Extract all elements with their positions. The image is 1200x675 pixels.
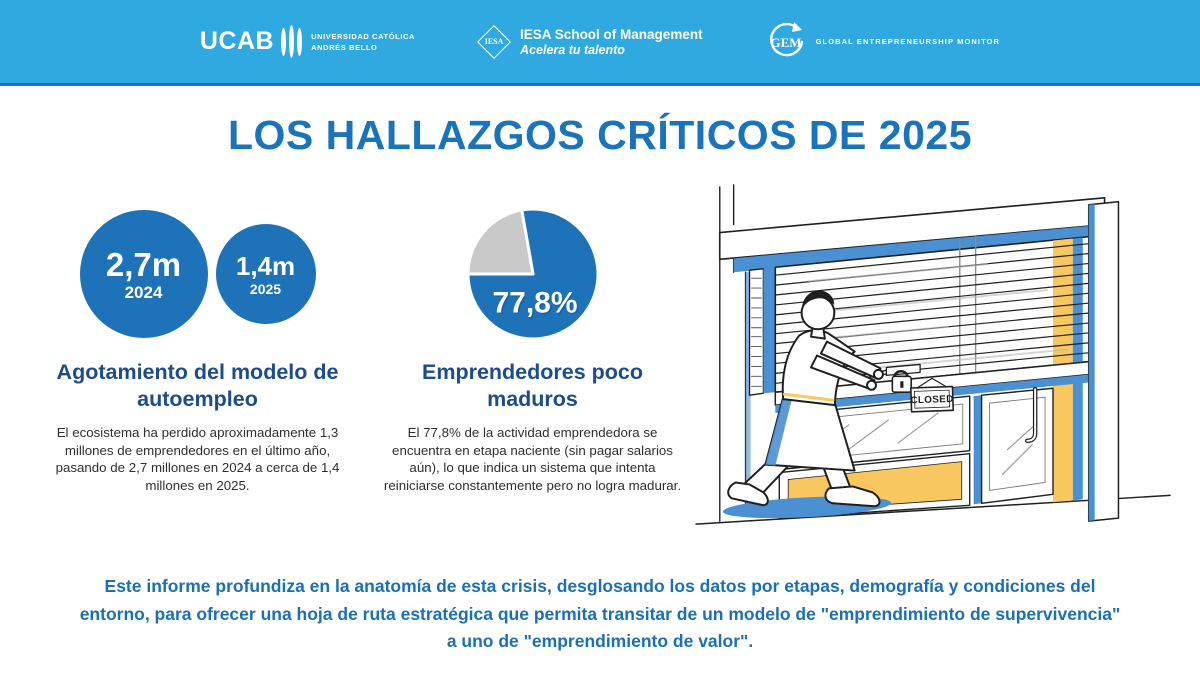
finding-poco-maduros: 77,8% 77,8% Emprendedores poco maduros E…	[375, 203, 690, 495]
closed-sign: CLOSED	[909, 385, 955, 413]
shutter-housing	[733, 224, 1105, 273]
footer-note: Este informe profundiza en la anatomía d…	[79, 576, 1121, 652]
gem-logo: GEM GLOBAL ENTREPRENEURSHIP MONITOR	[765, 21, 1001, 63]
finding-autoempleo: 2,7m 2024 1,4m 2025 Agotamiento del mode…	[40, 203, 355, 495]
circle-2025-year: 2025	[249, 280, 282, 297]
findings-row: 2,7m 2024 1,4m 2025 Agotamiento del mode…	[0, 184, 1200, 539]
person-hand	[866, 379, 877, 391]
iesa-logo: IESA IESA School of Management Acelera t…	[477, 24, 703, 59]
finding-body: El ecosistema ha perdido aproximadamente…	[55, 424, 340, 494]
pie-label-shadow: 77,8%	[493, 288, 578, 321]
header-bar: UCAB UNIVERSIDAD CATÓLICA ANDRÉS BELLO I…	[0, 0, 1200, 86]
person-hair	[802, 290, 835, 309]
pie-slice-naciente	[466, 207, 599, 341]
pie-slice-resto	[466, 208, 534, 276]
circle-2024-year: 2024	[124, 282, 163, 302]
pie-label: 77,8%	[492, 287, 577, 320]
sign-string	[914, 377, 950, 390]
storefront-illustration: CLOSED	[690, 177, 1176, 539]
ucab-pillars-icon	[281, 25, 303, 58]
iesa-tagline: Acelera tu talento	[520, 42, 625, 57]
iesa-monogram: IESA	[484, 37, 504, 46]
iesa-name: IESA School of Management	[520, 26, 703, 42]
finding-body: El 77,8% de la actividad emprendedora se…	[383, 424, 682, 494]
finding-heading: Agotamiento del modelo de autoempleo	[56, 360, 339, 412]
person-pulling-shutter	[722, 290, 892, 519]
iesa-diamond-icon: IESA	[477, 24, 512, 59]
circles-chart: 2,7m 2024 1,4m 2025	[79, 203, 316, 345]
padlock-shackle	[893, 369, 909, 378]
shutter-rail	[748, 268, 765, 396]
ucab-acronym: UCAB	[199, 27, 275, 55]
person-hand	[872, 368, 884, 380]
person-back-shoe	[727, 481, 769, 507]
gem-acronym: GEM	[770, 35, 801, 50]
circle-2024: 2,7m 2024	[79, 210, 208, 338]
gem-swoosh-icon: GEM	[765, 21, 807, 63]
person-front-shoe	[824, 485, 881, 508]
ucab-line1: UNIVERSIDAD CATÓLICA	[311, 31, 416, 41]
circle-2025: 1,4m 2025	[215, 224, 316, 324]
ucab-line2: ANDRÉS BELLO	[311, 42, 378, 52]
circle-2025-value: 1,4m	[235, 250, 296, 281]
closed-sign-text: CLOSED	[910, 394, 953, 406]
gem-name: GLOBAL ENTREPRENEURSHIP MONITOR	[815, 37, 1001, 46]
ucab-wordmark: UNIVERSIDAD CATÓLICA ANDRÉS BELLO	[311, 32, 415, 52]
finding-heading: Emprendedores poco maduros	[421, 360, 643, 412]
circle-2024-value: 2,7m	[105, 245, 182, 283]
ucab-logo: UCAB UNIVERSIDAD CATÓLICA ANDRÉS BELLO	[200, 25, 415, 58]
pie-chart: 77,8% 77,8%	[458, 203, 608, 345]
page-title: LOS HALLAZGOS CRÍTICOS DE 2025	[228, 112, 972, 158]
